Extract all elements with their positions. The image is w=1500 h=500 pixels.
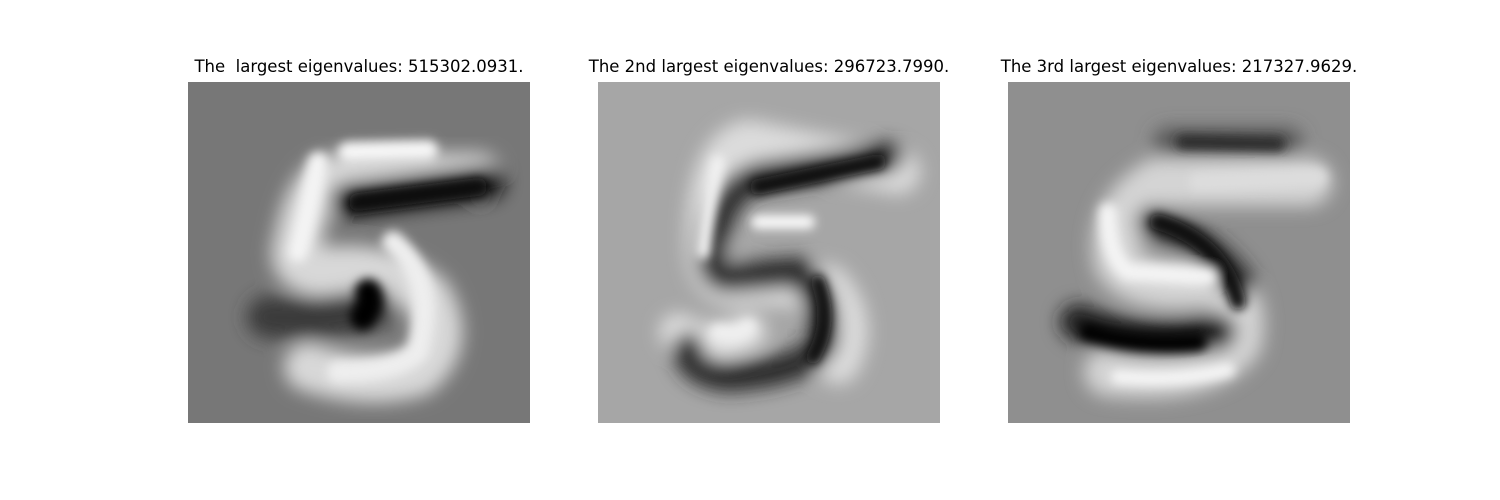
panel-title: The largest eigenvalues: 515302.0931.	[194, 57, 524, 76]
panel-title: The 3rd largest eigenvalues: 217327.9629…	[1000, 57, 1358, 76]
eigendigit-five-2-graphic	[598, 82, 940, 423]
eigendigit-image	[188, 82, 530, 423]
eigendigit-five-1-graphic	[188, 82, 530, 423]
panel-title: The 2nd largest eigenvalues: 296723.7990…	[588, 57, 950, 76]
eigendigit-five-3-graphic	[1008, 82, 1350, 423]
eigendigit-image	[598, 82, 940, 423]
eigendigit-image	[1008, 82, 1350, 423]
